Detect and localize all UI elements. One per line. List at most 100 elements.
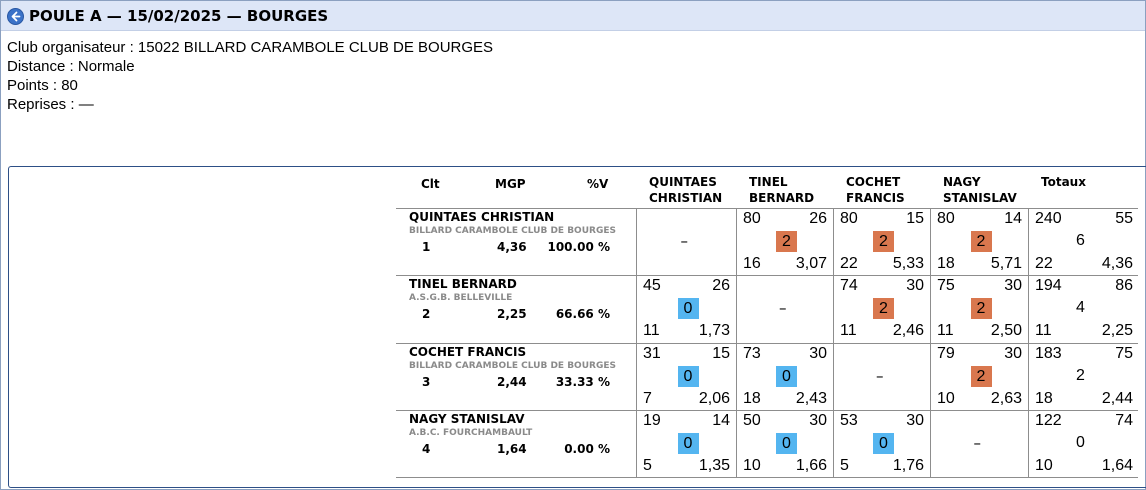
totals-cell-match-points: 0 [1076,434,1085,451]
totals-cell-points: 240 [1035,210,1062,227]
match-info: Club organisateur : 15022 BILLARD CARAMB… [7,38,493,114]
player-rank: 3 [422,375,431,389]
totals-cell-points: 183 [1035,345,1062,362]
results-panel [8,166,1146,488]
totals-cell-opponent-points: 86 [1115,277,1133,294]
title-bar: POULE A — 15/02/2025 — BOURGES [1,1,1145,31]
player-name: QUINTAES CHRISTIAN [409,210,555,224]
grid-vline [736,208,737,477]
player-club: BILLARD CARAMBOLE CLUB DE BOURGES [409,361,616,371]
match-cell-result-badge: 0 [776,366,797,387]
match-cell-reprises: 22 [840,255,858,272]
match-cell-result-badge: 2 [970,298,992,319]
match-cell-result-badge: 2 [873,231,894,252]
header-player-3: COCHET FRANCIS [846,174,905,206]
match-cell-average: 1,73 [698,322,730,339]
header-pv: %V [587,177,609,191]
match-cell-points: 19 [643,412,661,429]
totals-cell-reprises: 10 [1035,457,1053,474]
organizer-club: Club organisateur : 15022 BILLARD CARAMB… [7,39,494,56]
match-cell-self-dash: – [973,434,982,452]
match-cell-opponent-points: 30 [906,277,924,294]
header-player-2-line2: BERNARD [749,191,815,205]
player-club: A.S.G.B. BELLEVILLE [409,293,513,303]
results-grid [396,208,1138,478]
totals-cell-points: 122 [1035,412,1062,429]
player-win-pct: 100.00 % [547,240,610,254]
match-cell-points: 80 [937,210,955,227]
header-player-1-line1: QUINTAES [649,175,717,189]
match-cell-reprises: 11 [937,322,954,339]
back-arrow-icon[interactable] [7,8,24,25]
match-cell-reprises: 18 [743,390,761,407]
header-totals: Totaux [1041,175,1086,189]
match-cell-opponent-points: 15 [906,210,924,227]
match-cell-average: 5,71 [990,255,1022,272]
header-mgp: MGP [495,177,526,191]
match-cell-result-badge: 0 [677,298,699,319]
player-win-pct: 0.00 % [564,442,610,456]
match-cell-average: 1,66 [795,457,827,474]
header-player-4-line2: STANISLAV [943,191,1017,205]
match-cell-points: 74 [840,277,858,294]
match-cell-average: 5,33 [892,255,924,272]
window-title: POULE A — 15/02/2025 — BOURGES [29,7,329,25]
match-cell-opponent-points: 30 [1004,277,1022,294]
player-mgp: 1,64 [497,442,527,456]
header-clt: Clt [421,177,440,191]
match-cell-opponent-points: 15 [712,345,730,362]
player-mgp: 2,25 [497,307,527,321]
totals-cell-average: 4,36 [1101,255,1133,272]
reprises-info: Reprises : — [7,96,94,113]
match-cell-opponent-points: 14 [712,412,730,429]
header-player-4-line1: NAGY [943,175,981,189]
grid-hline [396,343,1138,344]
match-cell-self-dash: – [779,299,787,317]
match-cell-opponent-points: 26 [712,277,730,294]
match-cell-reprises: 11 [643,322,660,339]
match-cell-opponent-points: 30 [1004,345,1022,362]
totals-cell-opponent-points: 55 [1115,210,1133,227]
player-name: TINEL BERNARD [409,277,517,291]
match-cell-opponent-points: 30 [809,345,827,362]
totals-cell-opponent-points: 75 [1115,345,1133,362]
match-cell-opponent-points: 30 [906,412,924,429]
grid-vline [930,208,931,477]
totals-cell-average: 2,44 [1101,390,1133,407]
match-cell-opponent-points: 14 [1004,210,1022,227]
match-cell-points: 45 [643,277,661,294]
match-cell-average: 1,35 [698,457,730,474]
match-cell-result-badge: 2 [970,231,992,252]
match-cell-average: 3,07 [795,255,827,272]
points-info: Points : 80 [7,77,78,94]
player-name: NAGY STANISLAV [409,412,525,426]
match-cell-reprises: 5 [643,457,652,474]
totals-cell-reprises: 18 [1035,390,1053,407]
player-club: BILLARD CARAMBOLE CLUB DE BOURGES [409,226,616,236]
totals-cell-match-points: 4 [1076,299,1085,316]
match-cell-self-dash: – [876,367,884,385]
grid-hline [396,208,1138,209]
player-club: A.B.C. FOURCHAMBAULT [409,428,533,438]
totals-cell-average: 2,25 [1101,322,1133,339]
player-win-pct: 33.33 % [555,375,610,389]
match-cell-reprises: 10 [937,390,955,407]
match-cell-points: 53 [840,412,858,429]
match-cell-average: 2,50 [990,322,1022,339]
match-cell-points: 79 [937,345,955,362]
match-cell-average: 2,43 [795,390,827,407]
grid-vline [636,208,637,477]
match-cell-average: 2,46 [892,322,924,339]
match-cell-reprises: 16 [743,255,761,272]
distance-info: Distance : Normale [7,58,135,75]
match-cell-result-badge: 2 [776,231,797,252]
header-player-1: QUINTAES CHRISTIAN [649,174,722,206]
player-rank: 4 [422,442,431,456]
match-cell-average: 2,63 [990,390,1022,407]
match-cell-average: 1,76 [892,457,924,474]
totals-cell-average: 1,64 [1101,457,1133,474]
match-cell-result-badge: 0 [776,433,797,454]
totals-cell-reprises: 22 [1035,255,1053,272]
player-rank: 2 [422,307,431,321]
